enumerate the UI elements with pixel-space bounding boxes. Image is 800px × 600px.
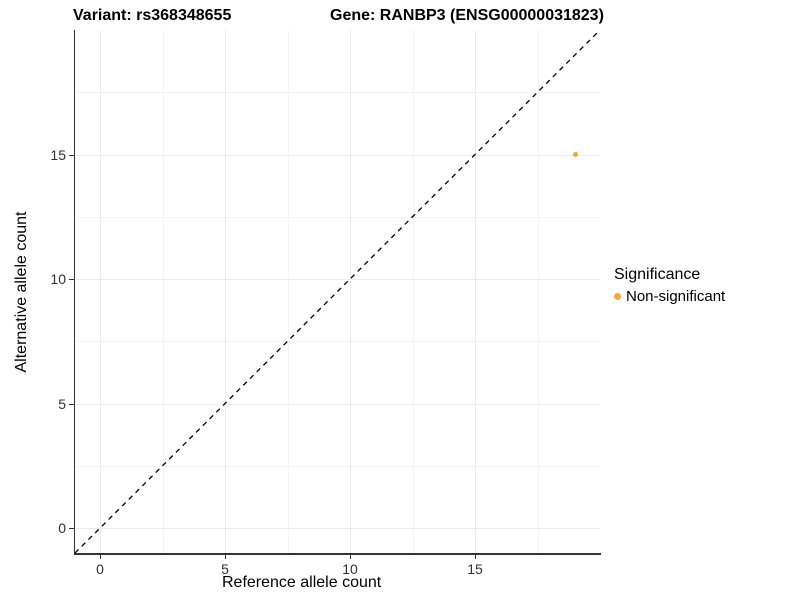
x-axis-tick [100,554,101,559]
x-tick-label: 5 [221,561,229,577]
y-axis-tick [69,279,74,281]
x-tick-label: 10 [342,561,358,577]
x-tick-label: 0 [96,561,104,577]
x-axis-tick [475,554,476,559]
y-axis-tick [69,154,74,156]
gridline-minor-vertical [162,30,164,553]
gridline-minor-horizontal [75,216,600,218]
y-tick-label: 15 [50,146,66,163]
data-point [572,152,578,158]
legend-item-label: Non-significant [626,288,726,305]
x-axis-line [73,553,601,555]
x-axis-title: Reference allele count [222,574,382,591]
legend-point-icon [614,293,621,300]
gridline-minor-horizontal [75,92,600,94]
gridline-major-vertical [100,30,101,553]
legend-item: Non-significant [614,288,725,305]
gridline-minor-horizontal [75,465,600,467]
y-axis-tick [69,403,74,405]
y-axis-line [73,30,75,555]
gridline-minor-vertical [412,30,414,553]
gridline-major-vertical [225,30,226,553]
plot-title-variant: Variant: rs368348655 [73,7,232,24]
gridline-major-horizontal [75,279,600,281]
identity-line-dashed [75,30,600,553]
plot-panel [75,30,600,553]
gridline-major-vertical [350,30,351,553]
gridline-major-horizontal [75,528,600,530]
y-tick-label: 5 [58,395,66,412]
y-axis-title: Alternative allele count [13,211,30,373]
gridline-minor-horizontal [75,341,600,343]
legend: Significance Non-significant [614,266,725,305]
gridline-major-horizontal [75,154,600,156]
identity-line-layer [75,30,600,553]
y-axis-tick [69,528,74,530]
x-axis-tick [225,554,226,559]
legend-title: Significance [614,266,701,283]
x-axis-tick [350,554,351,559]
gridline-minor-vertical [287,30,289,553]
y-tick-label: 10 [50,271,66,288]
gridline-major-vertical [475,30,476,553]
x-tick-label: 15 [467,561,483,577]
plot-title-gene: Gene: RANBP3 (ENSG00000031823) [330,7,604,24]
gridline-minor-vertical [537,30,539,553]
y-tick-label: 0 [58,520,66,537]
gridline-major-horizontal [75,403,600,405]
